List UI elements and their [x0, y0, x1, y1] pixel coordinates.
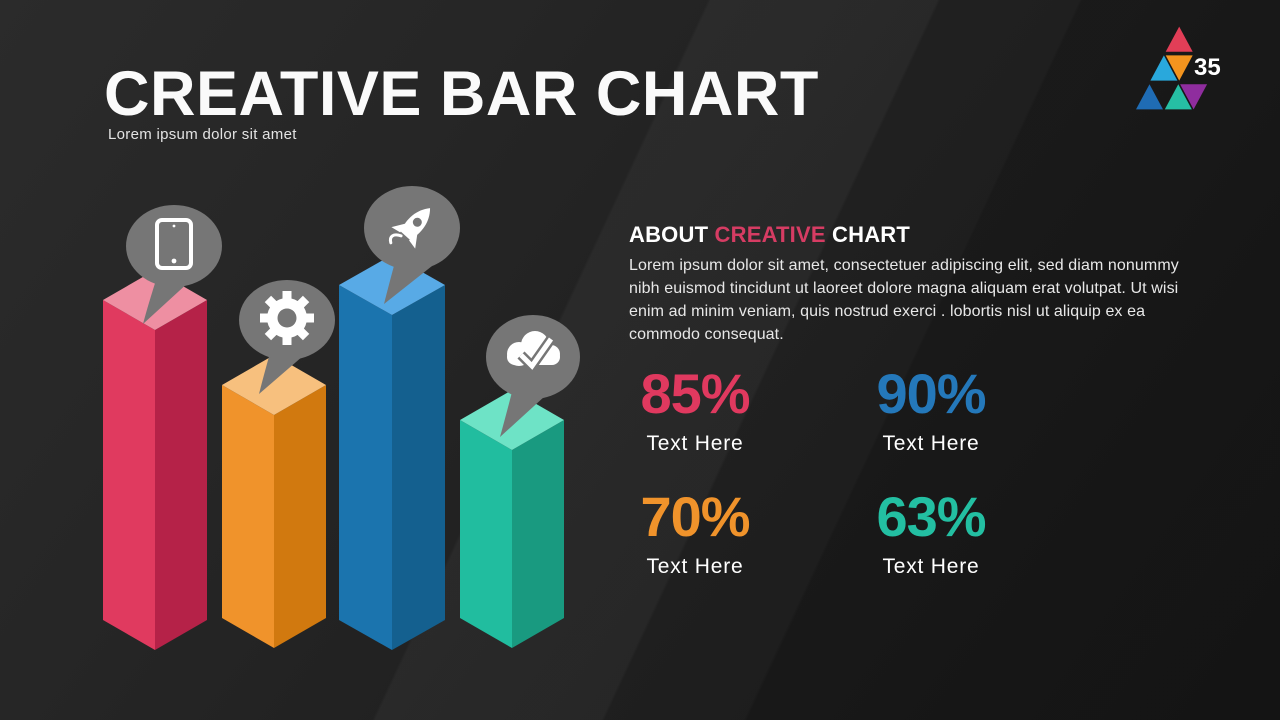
stat-value: 90% [876, 362, 986, 425]
about-heading-prefix: ABOUT [629, 222, 715, 247]
page-number: 35 [1194, 54, 1221, 81]
speech-bubble-gear [239, 280, 335, 394]
cloud-check-icon [507, 331, 560, 374]
stat-label: Text Here [646, 432, 744, 455]
stat-value: 63% [876, 485, 986, 548]
page-subtitle: Lorem ipsum dolor sit amet [108, 126, 297, 143]
stat-value: 70% [640, 485, 750, 548]
speech-bubble-tablet [126, 205, 222, 324]
stat-label: Text Here [882, 432, 980, 455]
stat-block-90: 90% Text Here [846, 364, 1016, 456]
about-heading: ABOUT CREATIVE CHART [629, 222, 910, 248]
rocket-icon [388, 208, 431, 249]
stat-block-85: 85% Text Here [610, 364, 780, 456]
bar-pink-85 [103, 270, 207, 650]
triangles-logo-icon [1136, 26, 1208, 110]
stat-block-63: 63% Text Here [846, 487, 1016, 579]
stat-label: Text Here [646, 555, 744, 578]
stat-value: 85% [640, 362, 750, 425]
bar-teal-63 [460, 390, 564, 648]
speech-bubble-cloud [486, 315, 580, 437]
stat-label: Text Here [882, 555, 980, 578]
about-body-text: Lorem ipsum dolor sit amet, consectetuer… [629, 257, 1179, 343]
speech-bubble-rocket [364, 186, 460, 304]
stat-block-70: 70% Text Here [610, 487, 780, 579]
bar-orange-70 [222, 355, 326, 648]
about-heading-accent: CREATIVE [714, 222, 826, 247]
creative-bar-chart [103, 186, 580, 650]
gear-icon [260, 291, 314, 345]
bar-blue-90 [339, 255, 445, 650]
about-heading-suffix: CHART [825, 222, 911, 247]
page-title: CREATIVE BAR CHART [104, 59, 819, 129]
tablet-icon [155, 218, 193, 270]
